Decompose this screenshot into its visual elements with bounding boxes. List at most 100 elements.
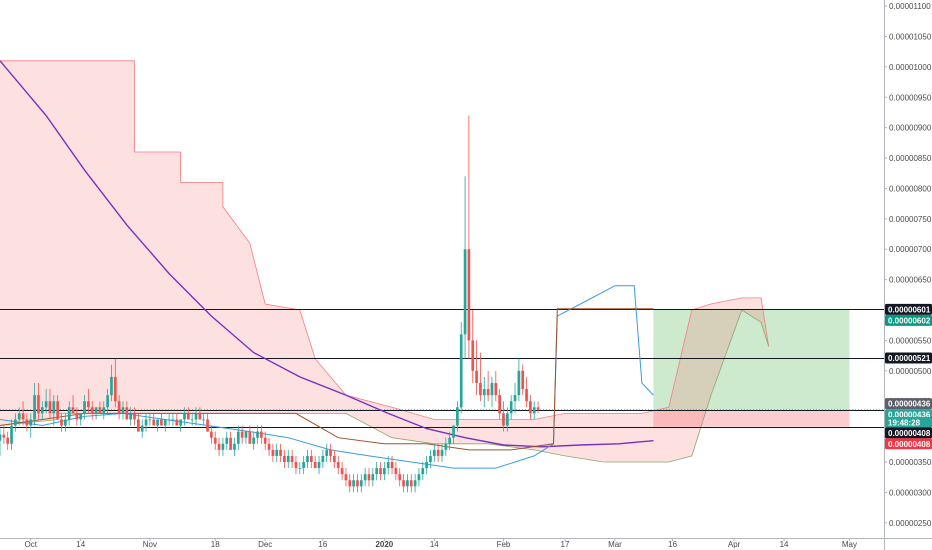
candle-body (221, 443, 225, 450)
candle-body (67, 407, 71, 420)
candle-body (252, 437, 256, 444)
candle-body (359, 480, 363, 487)
candle-body (479, 382, 482, 396)
cloud-fill (0, 60, 769, 463)
candle-body (486, 389, 490, 396)
candle-body (371, 474, 375, 481)
time-tick-label: 14 (780, 540, 789, 549)
candle-body (436, 449, 440, 456)
candle-body (137, 419, 140, 432)
cloud-span-a (0, 60, 770, 420)
candle-body (179, 419, 182, 426)
price-badge (885, 427, 932, 439)
candle-body (25, 419, 29, 426)
candle-body (521, 370, 525, 390)
candle-body (240, 431, 244, 438)
candle-body (183, 413, 186, 420)
time-tick-label: 14 (76, 540, 85, 549)
candle-body (275, 449, 279, 456)
candle-body (236, 431, 240, 444)
price-badge (885, 398, 932, 410)
candle-body (402, 480, 405, 487)
candle-body (517, 370, 521, 396)
candle-body (121, 407, 125, 414)
time-tick-label: 16 (318, 540, 327, 549)
candle-body (333, 455, 336, 463)
candle-body (283, 455, 286, 463)
candle-body (509, 401, 513, 414)
candle-body (298, 468, 302, 469)
candles (0, 115, 540, 493)
candle-body (325, 449, 329, 456)
price-tick-label: 0.00000350 (889, 458, 932, 467)
candle-body (194, 413, 198, 420)
time-tick-label: Mar (608, 540, 622, 549)
price-badge-label: 0.00000408 (888, 440, 931, 449)
price-badge-label: 19:48:28 (888, 418, 921, 427)
candle-body (340, 468, 344, 475)
candle-body (306, 455, 309, 463)
candle-body (498, 395, 501, 414)
candle-body (6, 437, 10, 444)
candle-body (75, 413, 79, 420)
candle-body (163, 419, 167, 426)
candle-body (440, 449, 444, 456)
candle-body (375, 468, 379, 475)
candle-body (140, 425, 144, 432)
horizontal-lines[interactable] (0, 309, 884, 428)
candle-body (90, 407, 94, 414)
candle-body (263, 437, 267, 444)
candle-body (256, 431, 259, 438)
candle-body (98, 407, 102, 414)
candle-body (456, 407, 459, 426)
candle-body (309, 455, 313, 463)
price-tick-label: 0.00001050 (889, 32, 932, 41)
candle-body (56, 401, 59, 420)
candle-body (71, 407, 75, 414)
candle-body (210, 431, 213, 438)
candle-body (336, 462, 340, 469)
price-tick-label: 0.00000650 (889, 276, 932, 285)
candle-body (417, 474, 421, 481)
candle-body (152, 419, 156, 426)
time-tick-label: 14 (430, 540, 439, 549)
candle-body (490, 382, 494, 396)
candle-body (398, 474, 402, 481)
candle-body (321, 455, 325, 463)
candle-body (482, 389, 486, 396)
candle-body (10, 425, 13, 444)
candle-body (244, 431, 248, 438)
candle-body (363, 474, 367, 481)
price-badge-label: 0.00000436 (888, 400, 931, 409)
position-tool[interactable] (653, 308, 850, 427)
candle-body (248, 431, 252, 444)
candle-body (233, 443, 236, 450)
candle-body (429, 455, 432, 463)
indicator-line-1 (0, 60, 654, 448)
candle-body (102, 407, 106, 414)
candle-body (413, 480, 417, 487)
candle-body (348, 480, 352, 487)
candle-body (167, 419, 171, 421)
candle-body (344, 474, 348, 481)
candle-body (52, 401, 56, 414)
price-tick-label: 0.00000900 (889, 124, 932, 133)
time-axis[interactable]: Oct 14 Nov 18 Dec 16 2020 14 Feb 17 Mar 16 Apr 14 May (25, 538, 857, 549)
candle-body (60, 419, 63, 426)
price-tick-label: 0.00000500 (889, 367, 932, 376)
candle-body (459, 334, 463, 408)
candle-body (317, 462, 321, 469)
candle-body (160, 419, 163, 426)
candle-body (94, 407, 98, 414)
candle-body (425, 462, 428, 469)
candle-body (513, 395, 517, 402)
candle-body (144, 419, 148, 426)
price-badge-label: 0.00000408 (888, 429, 931, 438)
indicator-lines (0, 60, 654, 469)
time-tick-label: Apr (728, 540, 741, 549)
price-tick-label: 0.00000950 (889, 93, 932, 102)
candle-body (529, 401, 532, 414)
candle-body (202, 419, 206, 421)
candle-body (448, 437, 452, 444)
